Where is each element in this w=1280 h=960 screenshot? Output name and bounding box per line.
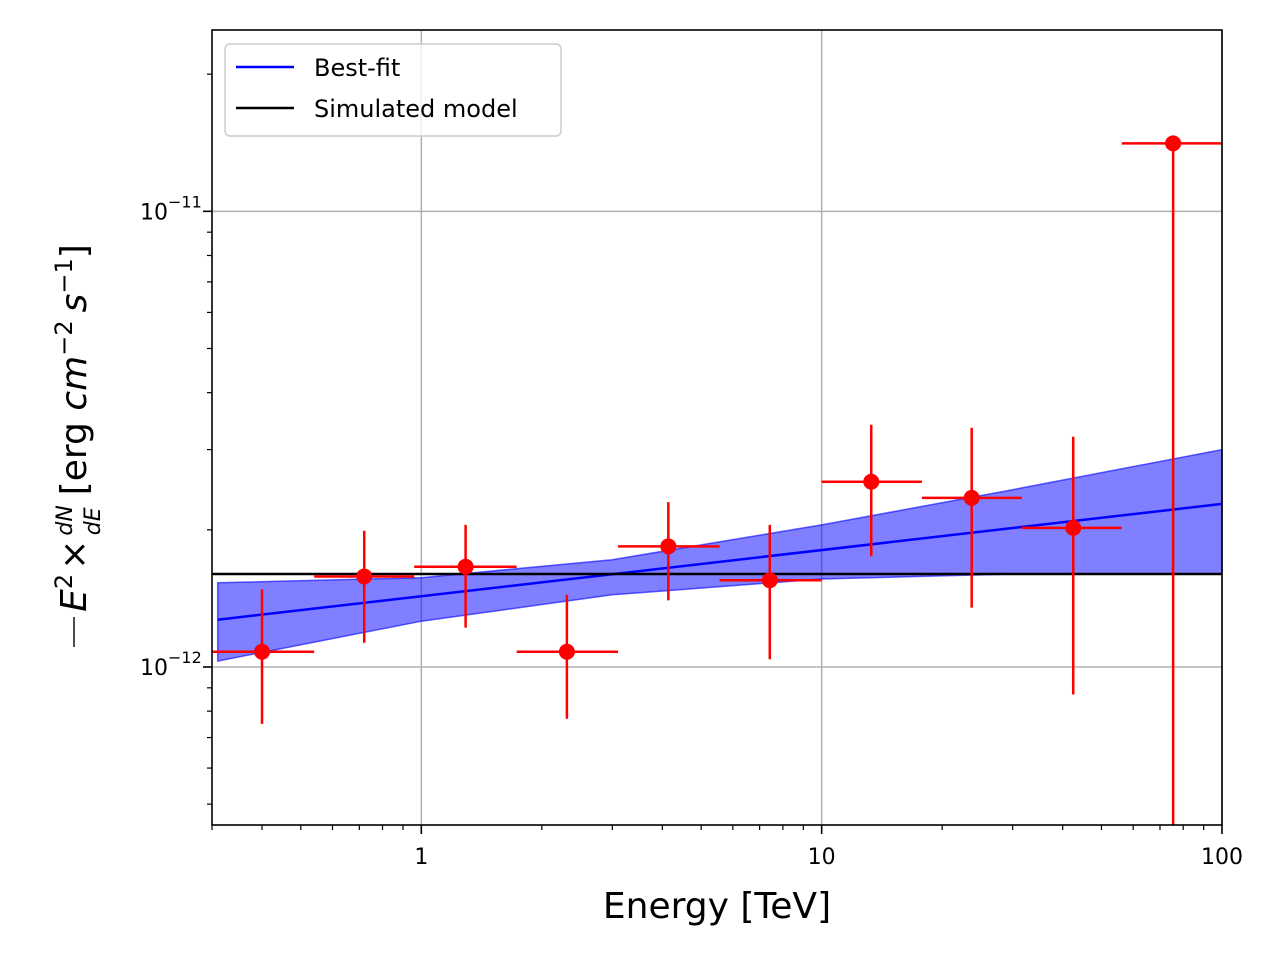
y-label-frac-num: dN — [53, 505, 78, 535]
best-fit-line — [217, 502, 1223, 621]
y-label-s-exp: −1 — [50, 258, 78, 293]
y-tick-exponent: −12 — [168, 648, 202, 667]
y-tick-exponent: −11 — [168, 192, 202, 211]
x-tick-label: 10 — [808, 845, 836, 870]
y-label-sup: 2 — [50, 574, 78, 589]
flux-point — [921, 427, 1022, 608]
y-axis-label: E2 × dN dE [erg cm−2 s−1] — [50, 244, 106, 647]
flux-point-marker — [356, 568, 373, 585]
flux-point-marker — [558, 643, 575, 660]
y-tick-label: 10 — [140, 656, 168, 681]
y-label-times: × — [54, 540, 95, 570]
flux-point — [1121, 135, 1222, 825]
legend: Best-fit Simulated model — [224, 43, 562, 137]
x-axis-label: Energy [TeV] — [603, 886, 831, 927]
flux-point — [414, 524, 517, 628]
confidence-band-layer — [216, 448, 1223, 663]
model-lines-layer — [212, 502, 1223, 621]
minor-ticks — [207, 73, 1205, 830]
legend-label-best-fit: Best-fit — [314, 54, 400, 82]
flux-point — [618, 502, 720, 601]
y-label-cm-exp: −2 — [50, 320, 78, 355]
y-label-frac-den: dE — [81, 507, 106, 535]
x-tick-label: 100 — [1201, 845, 1243, 870]
y-tick-label: 10 — [140, 200, 168, 225]
flux-point — [1021, 436, 1122, 695]
legend-label-simulated-model: Simulated model — [314, 95, 518, 123]
flux-point-marker — [963, 489, 980, 506]
y-label-e: E — [54, 589, 95, 612]
flux-point-marker — [457, 558, 474, 575]
legend-box — [224, 43, 562, 137]
flux-point-marker — [761, 572, 778, 589]
flux-point — [314, 530, 415, 643]
flux-point-marker — [1065, 519, 1082, 536]
y-label-cm: cm — [54, 356, 95, 411]
flux-point — [821, 424, 922, 557]
plot-frame — [211, 29, 1223, 826]
flux-point-marker — [1165, 135, 1182, 152]
y-label-s: s — [54, 294, 95, 313]
flux-point-marker — [863, 473, 880, 490]
x-tick-label: 1 — [414, 845, 428, 870]
flux-point — [719, 524, 822, 660]
flux-point — [516, 594, 619, 719]
flux-point-marker — [254, 643, 271, 660]
flux-point-marker — [660, 538, 677, 555]
y-label-units-open: [erg — [54, 411, 95, 496]
best-fit-confidence-band — [216, 448, 1223, 663]
flux-point — [212, 589, 315, 724]
grid — [212, 30, 1223, 825]
y-label-units-close: ] — [54, 244, 95, 258]
flux-points-layer — [212, 135, 1222, 825]
